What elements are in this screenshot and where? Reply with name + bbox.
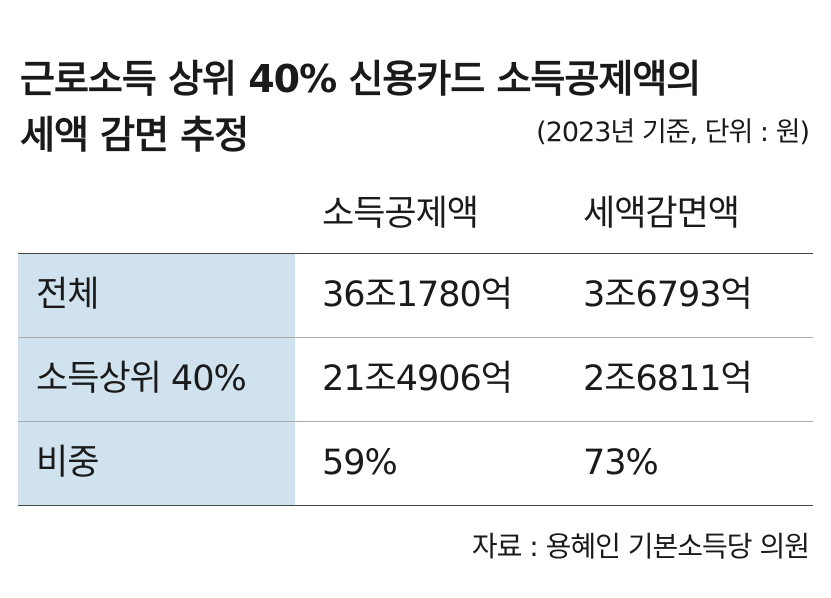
row-rule	[18, 421, 813, 422]
row-rule	[18, 253, 813, 254]
cell: 73%	[583, 443, 659, 483]
row-label: 비중	[18, 421, 295, 505]
row-label: 전체	[18, 253, 295, 337]
source: 자료 : 용혜인 기본소득당 의원	[471, 530, 810, 563]
subtitle: (2023년 기준, 단위 : 원)	[536, 117, 810, 148]
cell: 21조4906억	[322, 359, 513, 399]
row-label: 소득상위 40%	[18, 337, 295, 421]
row-rule	[18, 337, 813, 338]
title-line: 근로소득 상위 40% 신용카드 소득공제액의	[20, 57, 701, 101]
cell: 2조6811억	[583, 359, 753, 399]
cell: 36조1780억	[322, 275, 513, 315]
column-header: 소득공제액	[322, 194, 479, 234]
title-line: 세액 감면 추정	[20, 113, 249, 157]
column-header: 세액감면액	[583, 194, 740, 234]
cell: 59%	[322, 443, 398, 483]
cell: 3조6793억	[583, 275, 753, 315]
row-rule	[18, 505, 813, 506]
